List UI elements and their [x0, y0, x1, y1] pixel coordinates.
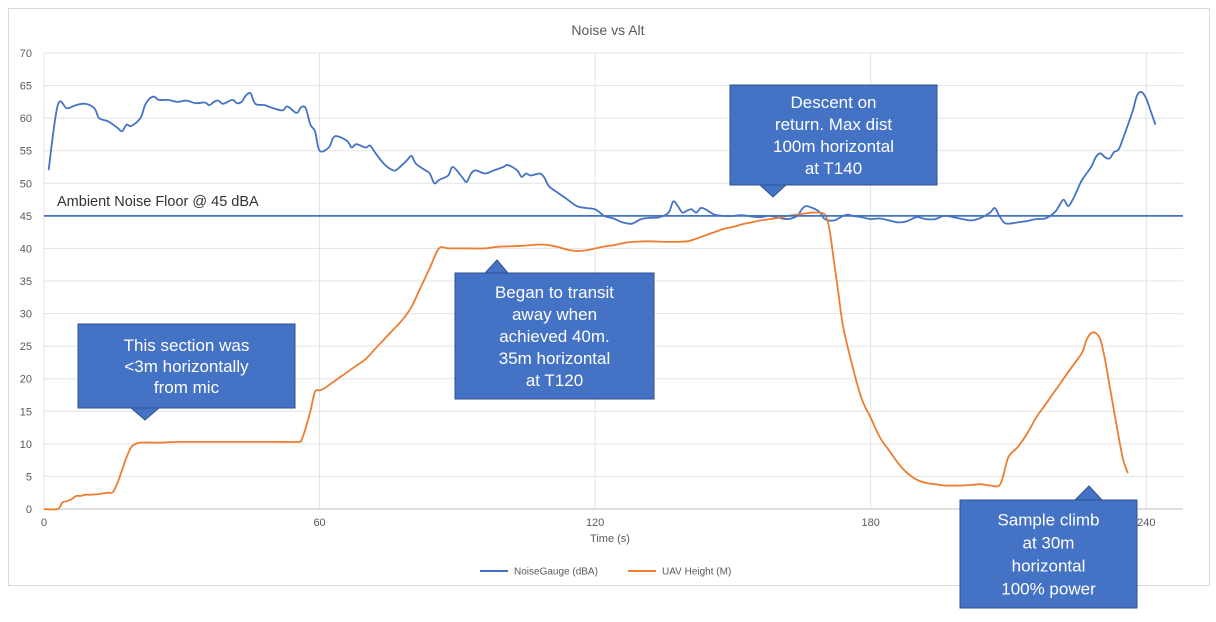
x-tick-label: 120 — [586, 517, 604, 529]
y-tick-label: 0 — [26, 504, 32, 516]
chart-title: Noise vs Alt — [571, 22, 644, 38]
y-tick-label: 55 — [20, 146, 32, 158]
callout-line: return. Max dist — [775, 115, 892, 134]
y-tick-label: 15 — [20, 406, 32, 418]
y-tick-label: 70 — [20, 48, 32, 60]
x-axis-title: Time (s) — [590, 533, 630, 545]
callout-pointer — [129, 407, 161, 421]
callout-pointer — [1073, 485, 1104, 501]
callout-box — [729, 84, 938, 186]
y-tick-label: 20 — [20, 374, 32, 386]
callout-line: Sample climb — [997, 511, 1099, 530]
y-tick-label: 30 — [20, 309, 32, 321]
callout-near-mic: This section was <3m horizontally from mic — [77, 323, 296, 421]
callout-descent: Descent on return. Max dist 100m horizonta… — [729, 84, 938, 198]
callout-pointer — [483, 259, 510, 274]
callout-line: Began to transit — [495, 283, 614, 302]
x-tick-label: 0 — [41, 517, 47, 529]
x-tick-label: 60 — [313, 517, 325, 529]
y-axis-ticks: 0 5 10 15 20 25 30 35 40 45 50 55 60 65 70 — [20, 48, 32, 516]
y-tick-label: 10 — [20, 439, 32, 451]
callout-transit: Began to transit away when achieved 40m. 35… — [454, 259, 655, 400]
legend-label: NoiseGauge (dBA) — [514, 567, 598, 578]
callout-line: This section was — [124, 336, 250, 355]
callout-line: achieved 40m. — [499, 327, 610, 346]
y-tick-label: 40 — [20, 243, 32, 255]
callout-line: 35m horizontal — [499, 349, 611, 368]
callout-box — [77, 323, 296, 409]
y-tick-label: 5 — [26, 471, 32, 483]
x-tick-label: 180 — [862, 517, 880, 529]
callout-line: <3m horizontally — [124, 357, 249, 376]
callout-line: horizontal — [1012, 557, 1086, 576]
x-tick-label: 240 — [1137, 517, 1155, 529]
uav-height-line — [43, 211, 1129, 511]
y-tick-label: 25 — [20, 341, 32, 353]
y-tick-label: 45 — [20, 211, 32, 223]
reference-line-group: Ambient Noise Floor @ 45 dBA — [44, 194, 1183, 217]
x-axis-ticks: 0 60 120 180 240 — [41, 517, 1156, 529]
ambient-noise-floor-label: Ambient Noise Floor @ 45 dBA — [57, 194, 259, 210]
y-tick-label: 65 — [20, 81, 32, 93]
callout-pointer — [758, 184, 788, 198]
legend-label: UAV Height (M) — [662, 567, 731, 578]
callout-line: 100% power — [1001, 580, 1096, 599]
callout-box — [454, 272, 655, 400]
y-tick-label: 35 — [20, 276, 32, 288]
callout-line: at 30m — [1023, 534, 1075, 553]
callout-line: at T120 — [526, 371, 583, 390]
callout-line: Descent on — [791, 93, 877, 112]
callout-line: away when — [512, 305, 597, 324]
callouts: This section was <3m horizontally from mic… — [77, 84, 1138, 609]
callout-box — [959, 499, 1138, 609]
y-tick-label: 50 — [20, 178, 32, 190]
callout-line: from mic — [154, 378, 220, 397]
y-tick-label: 60 — [20, 113, 32, 125]
callout-line: 100m horizontal — [773, 137, 894, 156]
callout-line: at T140 — [805, 159, 862, 178]
callout-sample-climb: Sample climb at 30m horizontal 100% power — [959, 485, 1138, 609]
legend: NoiseGauge (dBA) UAV Height (M) — [480, 567, 731, 578]
